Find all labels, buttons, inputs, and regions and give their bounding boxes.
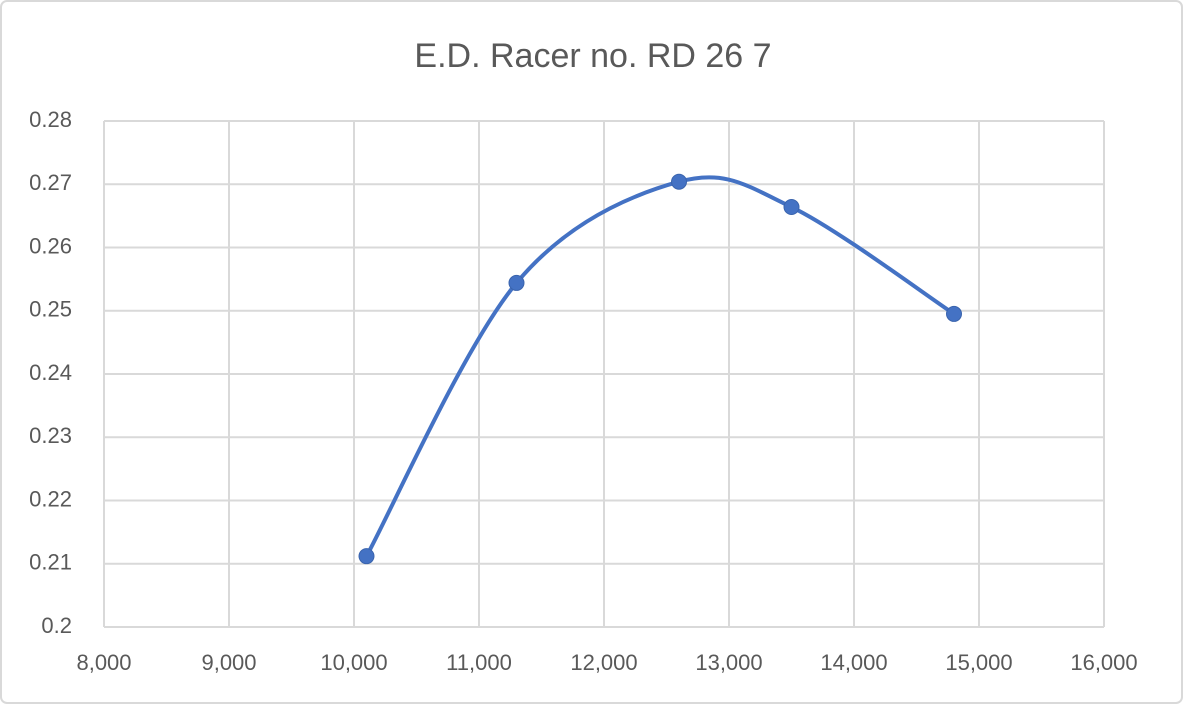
chart-border bbox=[0, 0, 1183, 704]
data-point bbox=[946, 305, 962, 322]
x-tick-label: 10,000 bbox=[320, 650, 387, 675]
x-tick-label: 11,000 bbox=[446, 650, 512, 675]
y-tick-label: 0.28 bbox=[29, 107, 72, 132]
x-tick-label: 16,000 bbox=[1070, 650, 1137, 675]
y-tick-label: 0.21 bbox=[29, 550, 72, 575]
y-tick-label: 0.27 bbox=[29, 170, 72, 195]
x-tick-label: 12,000 bbox=[570, 650, 637, 675]
y-tick-label: 0.26 bbox=[29, 233, 72, 258]
y-tick-label: 0.24 bbox=[29, 360, 72, 385]
y-tick-label: 0.22 bbox=[29, 486, 72, 511]
data-point bbox=[358, 548, 375, 565]
data-point bbox=[783, 199, 800, 216]
x-tick-label: 14,000 bbox=[820, 650, 887, 675]
chart-title: E.D. Racer no. RD 26 7 bbox=[414, 37, 771, 75]
x-tick-label: 15,000 bbox=[945, 650, 1012, 675]
series-line bbox=[364, 175, 956, 558]
data-point bbox=[508, 274, 525, 291]
data-point bbox=[671, 173, 687, 190]
y-tick-label: 0.25 bbox=[29, 297, 72, 322]
x-tick-label: 9,000 bbox=[201, 650, 256, 675]
y-tick-label: 0.23 bbox=[29, 423, 72, 448]
y-tick-label: 0.2 bbox=[41, 613, 72, 638]
x-tick-label: 13,000 bbox=[695, 650, 762, 675]
x-tick-label: 8,000 bbox=[76, 650, 131, 675]
